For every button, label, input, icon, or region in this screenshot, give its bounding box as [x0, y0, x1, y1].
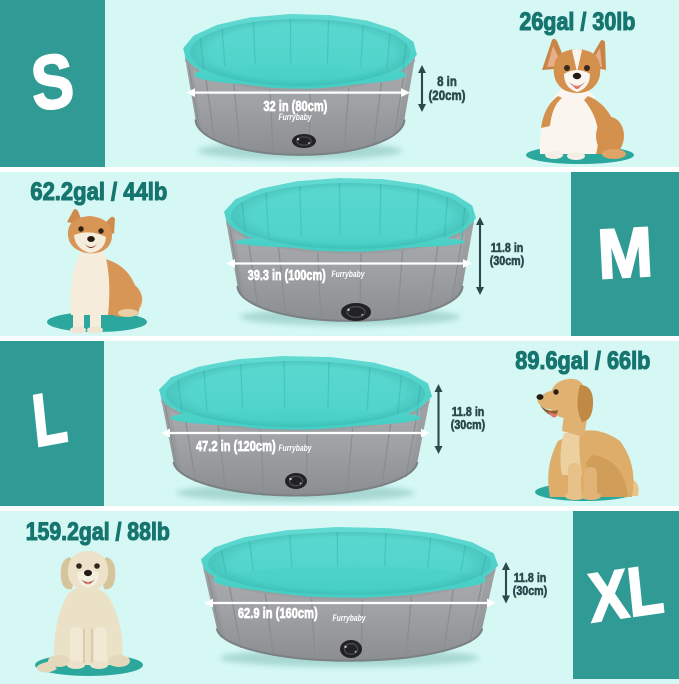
- svg-text:Furrybaby: Furrybaby: [332, 269, 366, 279]
- svg-text:Furrybaby: Furrybaby: [333, 613, 367, 623]
- svg-text:Furrybaby: Furrybaby: [279, 443, 313, 453]
